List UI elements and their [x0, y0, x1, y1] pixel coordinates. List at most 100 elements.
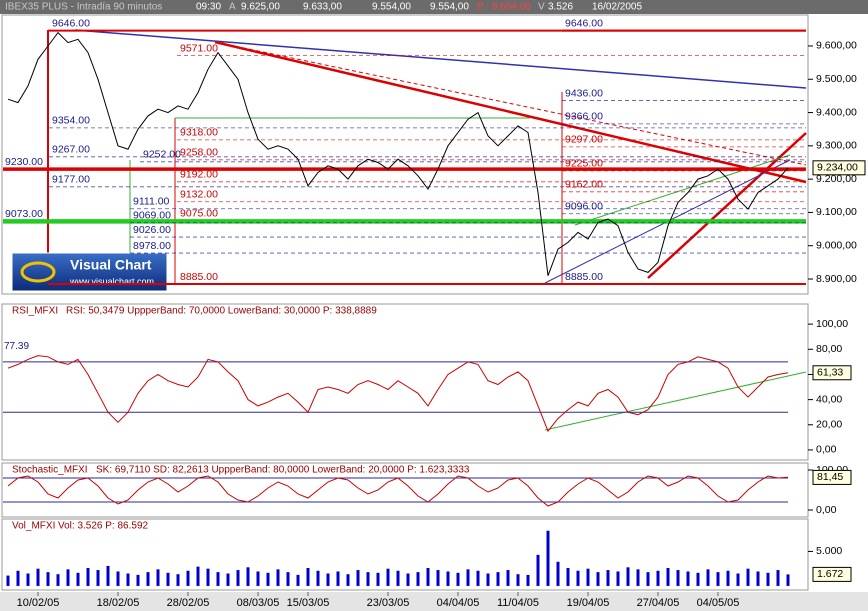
level-label: 9297.00 — [565, 134, 603, 146]
bar — [296, 574, 300, 586]
bar — [276, 569, 280, 586]
header-text: 09:30 — [196, 2, 221, 13]
bar — [36, 568, 40, 586]
bar — [116, 571, 120, 586]
bar — [636, 569, 640, 586]
level-label: 9318.00 — [180, 127, 218, 139]
bar — [416, 572, 420, 586]
price-panel — [1, 14, 809, 295]
last-value-box — [812, 365, 852, 381]
bar — [596, 572, 600, 586]
panel-readout: RSI: 50,3479 UppperBand: 70,0000 LowerBa… — [66, 306, 377, 317]
x-tick-label: 04/04/05 — [437, 597, 480, 609]
bar — [356, 570, 360, 586]
bar — [606, 570, 610, 586]
y-tick-label: 20,00 — [816, 419, 842, 431]
bar — [646, 572, 650, 586]
bar — [766, 572, 770, 586]
y-tick-label: 9.100,00 — [816, 206, 857, 218]
bar — [586, 568, 590, 586]
level-label: 9069.00 — [133, 210, 171, 222]
bar — [66, 569, 70, 586]
y-tick-label: 9.000,00 — [816, 240, 857, 252]
level-label: 9225.00 — [565, 158, 603, 170]
bar — [776, 570, 780, 586]
volume-panel — [1, 518, 809, 591]
bar — [266, 572, 270, 586]
logo-title: Visual Chart — [70, 257, 152, 273]
data-line — [7, 475, 789, 507]
bar — [536, 554, 540, 586]
level-label: 8885.00 — [180, 271, 218, 283]
bar — [386, 568, 390, 586]
x-tick-label: 10/02/05 — [17, 597, 60, 609]
bar — [26, 573, 30, 586]
bar — [656, 570, 660, 586]
level-label: 9230.00 — [5, 156, 43, 168]
header-text: A — [229, 2, 236, 13]
bar — [626, 567, 630, 586]
bar — [306, 567, 310, 586]
logo-url: www.visualchart.com — [69, 276, 154, 286]
bar — [106, 565, 110, 586]
header-text: 9.633,00 — [303, 2, 342, 13]
bar — [136, 574, 140, 586]
header-text: 9.554,00 — [372, 2, 411, 13]
bar — [216, 572, 220, 586]
bar — [256, 571, 260, 586]
level-label: 9646.00 — [52, 17, 90, 29]
bar — [456, 572, 460, 586]
y-tick-label: 100,00 — [816, 318, 848, 330]
bar — [96, 570, 100, 586]
level-label: 9252.00 — [143, 149, 181, 161]
level-label: 9571.00 — [180, 42, 218, 54]
header-text: 9.625,00 — [241, 2, 280, 13]
trend-line — [74, 29, 807, 89]
bar — [736, 573, 740, 586]
last-value-label: 81,45 — [817, 471, 843, 483]
bar — [56, 574, 60, 586]
level-label: 9436.00 — [565, 87, 603, 99]
bar — [786, 574, 790, 586]
logo-icon — [20, 261, 56, 283]
trend-line — [214, 41, 807, 166]
y-tick-label: 0,00 — [816, 444, 837, 456]
level-label: 9026.00 — [133, 224, 171, 236]
bar — [246, 567, 250, 586]
bar — [446, 571, 450, 586]
y-tick-label: 40,00 — [816, 393, 842, 405]
level-label: 8978.00 — [133, 240, 171, 252]
x-tick-label: 23/03/05 — [367, 597, 410, 609]
last-value-box — [812, 160, 866, 176]
level-label: 9073.00 — [5, 208, 43, 220]
bar — [676, 570, 680, 586]
level-label: 9177.00 — [52, 174, 90, 186]
bar — [316, 570, 320, 586]
bar — [366, 572, 370, 586]
bar — [426, 567, 430, 586]
bar — [706, 569, 710, 586]
bar — [506, 570, 510, 586]
max-label: 77.39 — [4, 341, 29, 352]
y-tick-label: 9.600,00 — [816, 40, 857, 52]
y-tick-label: 0,00 — [816, 504, 837, 516]
bar — [336, 571, 340, 586]
header-text: 3.526 — [548, 2, 573, 13]
bar — [486, 573, 490, 586]
bar — [436, 570, 440, 586]
bar — [686, 571, 690, 586]
trend-line — [214, 40, 807, 184]
header-text: V — [538, 2, 545, 13]
bar — [226, 573, 230, 586]
bar — [126, 573, 130, 586]
date-axis — [0, 592, 868, 611]
bar — [376, 572, 380, 586]
bar — [86, 567, 90, 586]
header-bar — [0, 0, 868, 14]
x-tick-label: 15/03/05 — [287, 597, 330, 609]
last-value-box — [812, 566, 852, 582]
bar — [696, 572, 700, 586]
bar — [206, 568, 210, 586]
